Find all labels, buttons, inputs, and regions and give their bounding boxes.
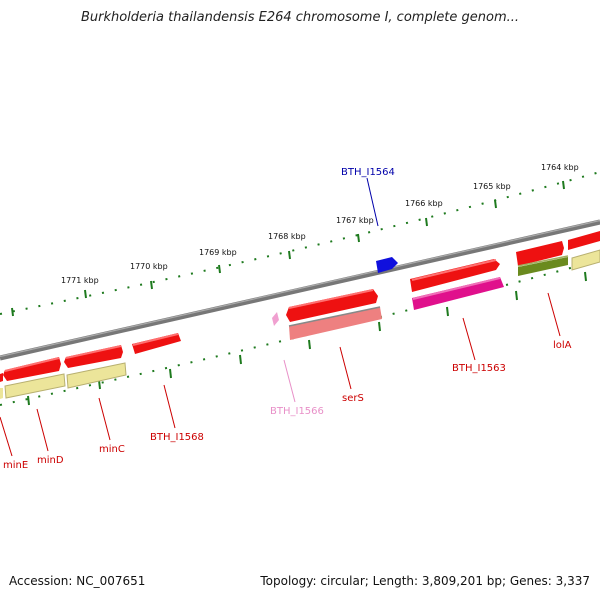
- leader-line: [547, 292, 561, 337]
- gene-label-mind[interactable]: minD: [37, 455, 64, 466]
- gene-features: [0, 231, 600, 399]
- gene-feature-red[interactable]: [132, 333, 181, 354]
- gene-feature-salmon[interactable]: [289, 307, 382, 340]
- leader-line: [163, 384, 176, 429]
- feature-highlight: [132, 333, 179, 346]
- leader-line: [0, 416, 13, 457]
- leader-line: [283, 359, 296, 403]
- gene-feature-red[interactable]: [410, 259, 500, 292]
- scale-label-1768: 1768 kbp: [268, 232, 306, 241]
- feature-shade: [517, 255, 569, 267]
- gene-feature-red[interactable]: [64, 345, 123, 368]
- scale-tick: [218, 264, 221, 274]
- scale-label-1766: 1766 kbp: [405, 199, 443, 208]
- gene-feature-red[interactable]: [568, 231, 600, 250]
- feature-highlight: [411, 259, 497, 281]
- scale-label-1765: 1765 kbp: [473, 182, 511, 191]
- scale-tick: [27, 395, 30, 406]
- gene-feature-magenta[interactable]: [412, 277, 504, 310]
- leader-line: [462, 317, 476, 361]
- scale-tick: [378, 321, 381, 332]
- scale-tick: [239, 354, 242, 365]
- scale-label-1769: 1769 kbp: [199, 248, 237, 257]
- genome-summary-text: Topology: circular; Length: 3,809,201 bp…: [260, 574, 590, 588]
- scale-label-1771: 1771 kbp: [61, 276, 99, 285]
- gene-label-bth-i1566[interactable]: BTH_I1566: [270, 406, 324, 417]
- gene-feature-red[interactable]: [3, 357, 61, 381]
- scale-tick: [425, 217, 428, 227]
- feature-highlight: [4, 357, 60, 372]
- gene-label-minc[interactable]: minC: [99, 444, 125, 455]
- gene-feature-khaki[interactable]: [571, 249, 600, 271]
- scale-label-1767: 1767 kbp: [336, 216, 374, 225]
- scale-tick: [494, 199, 497, 209]
- inner-scale-track: [0, 259, 600, 406]
- scale-label-1770: 1770 kbp: [130, 262, 168, 271]
- feature-highlight: [65, 345, 122, 359]
- scale-tick: [515, 290, 518, 301]
- scale-tick: [288, 250, 291, 260]
- gene-label-bth-i1568[interactable]: BTH_I1568: [150, 432, 204, 443]
- scale-tick: [150, 280, 153, 290]
- gene-labels: BTH_I1564 BTH_I1563 lolA serS BTH_I1566 …: [3, 167, 572, 471]
- backbone-arc: [0, 219, 600, 361]
- map-title: Burkholderia thailandensis E264 chromoso…: [80, 10, 520, 25]
- gene-feature-olive[interactable]: [518, 257, 568, 276]
- feature-edge: [288, 306, 381, 327]
- gene-feature-khaki[interactable]: [0, 388, 3, 399]
- gene-feature-pink[interactable]: [272, 312, 279, 326]
- leader-line: [98, 397, 111, 441]
- scale-tick: [562, 180, 565, 190]
- accession-text: Accession: NC_007651: [9, 574, 146, 588]
- outer-scale-dots: [0, 171, 600, 315]
- scale-tick: [357, 233, 360, 243]
- gene-feature-khaki[interactable]: [4, 373, 66, 399]
- scale-label-1764: 1764 kbp: [541, 163, 579, 172]
- gene-label-sers[interactable]: serS: [342, 393, 364, 404]
- backbone-highlight: [0, 219, 600, 358]
- gene-feature-red[interactable]: [0, 373, 3, 382]
- feature-highlight: [412, 277, 501, 300]
- feature-highlight: [288, 289, 374, 309]
- scale-tick: [11, 307, 14, 317]
- scale-tick: [446, 306, 449, 317]
- gene-label-bth-i1563[interactable]: BTH_I1563: [452, 363, 506, 374]
- scale-tick: [169, 368, 172, 379]
- leader-lines: [0, 177, 561, 457]
- gene-feature-red[interactable]: [516, 241, 564, 266]
- scale-tick: [84, 289, 87, 299]
- gene-label-bth-i1564[interactable]: BTH_I1564: [341, 167, 395, 178]
- gene-feature-khaki[interactable]: [66, 362, 127, 389]
- scale-tick: [308, 339, 311, 350]
- scale-labels: 1764 kbp 1765 kbp 1766 kbp 1767 kbp 1768…: [61, 163, 579, 285]
- gene-label-lola[interactable]: lolA: [553, 340, 572, 351]
- gene-feature-red[interactable]: [286, 289, 378, 322]
- gene-feature-blue[interactable]: [376, 257, 398, 273]
- leader-line: [36, 408, 49, 452]
- gene-label-mine[interactable]: minE: [3, 460, 28, 471]
- leader-line: [366, 177, 379, 227]
- scale-tick: [584, 271, 587, 282]
- leader-line: [339, 346, 352, 390]
- outer-scale-track: [0, 171, 600, 317]
